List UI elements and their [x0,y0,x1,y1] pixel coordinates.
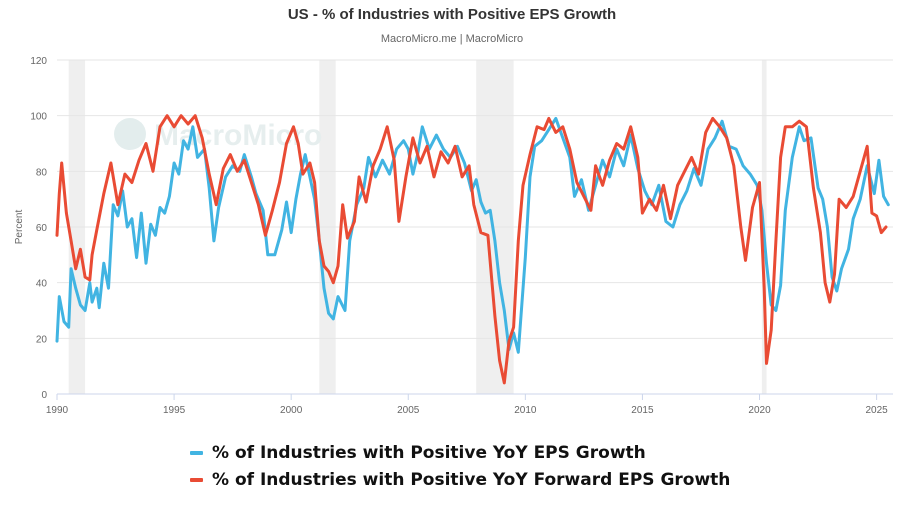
series-line-eps [55,116,890,354]
y-axis-title: Percent [14,210,25,245]
series-line-forward-eps [55,114,888,385]
legend-item-forward-eps[interactable]: % of Industries with Positive YoY Forwar… [190,467,730,493]
chart-subtitle: MacroMicro.me | MacroMicro [380,33,524,45]
x-tick-label: 2005 [397,405,420,416]
y-tick-label: 80 [36,167,48,178]
y-tick-label: 0 [41,390,47,401]
y-tick-label: 20 [36,334,48,345]
x-tick-label: 2020 [748,405,771,416]
chart-title: US - % of Industries with Positive EPS G… [287,6,617,23]
legend-item-eps[interactable]: % of Industries with Positive YoY EPS Gr… [190,440,730,466]
legend-swatch-red [190,478,203,482]
x-tick-label: 2010 [514,405,537,416]
legend: % of Industries with Positive YoY EPS Gr… [190,440,730,494]
watermark-logo-icon [114,118,146,150]
y-tick-label: 100 [30,112,47,123]
y-tick-label: 120 [30,56,47,67]
legend-label-forward-eps: % of Industries with Positive YoY Forwar… [212,470,731,490]
series-lines [55,114,890,385]
y-tick-label: 60 [36,223,48,234]
x-tick-label: 1990 [46,405,69,416]
x-tick-label: 2025 [865,405,888,416]
y-tick-label: 40 [36,279,48,290]
legend-swatch-blue [190,451,203,455]
grid-lines [57,59,893,395]
x-tick-label: 2015 [631,405,654,416]
x-tick-label: 1995 [163,405,186,416]
legend-label-eps: % of Industries with Positive YoY EPS Gr… [212,443,646,463]
x-tick-label: 2000 [280,405,303,416]
axes: 0 20 40 60 80 100 120 1990 1995 2000 2005 2010 2015 2… [30,56,893,416]
